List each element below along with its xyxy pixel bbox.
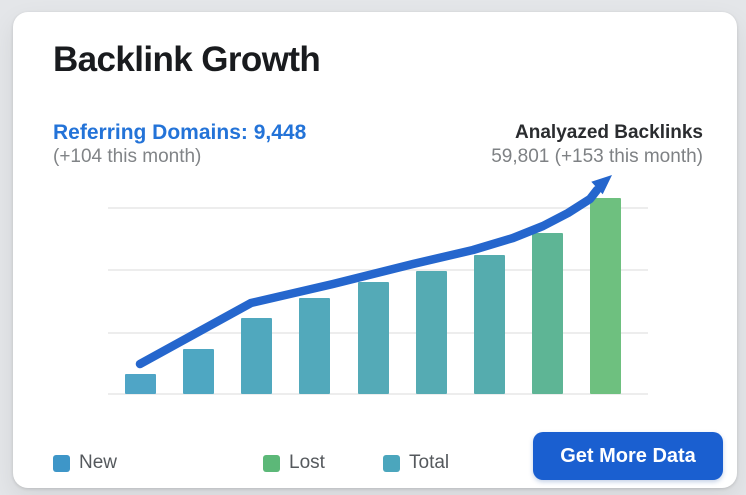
- legend-label-lost: Lost: [289, 452, 325, 473]
- legend-label-total: Total: [409, 452, 450, 473]
- total-series-swatch-icon: [383, 454, 400, 472]
- total-bar-5: [358, 282, 389, 394]
- gridline: [108, 207, 648, 209]
- legend-item-total: Total: [383, 452, 449, 474]
- total-bar-9: [590, 198, 621, 394]
- baseline-gridline: [108, 393, 648, 395]
- total-bar-8: [532, 233, 563, 394]
- chart-legend: New Lost Total: [13, 452, 533, 476]
- new-series-swatch-icon: [53, 454, 70, 472]
- get-more-data-button[interactable]: Get More Data: [533, 432, 723, 480]
- trend-arrow-icon: [135, 175, 612, 369]
- referring-domains-headline: Referring Domains: 9,448: [53, 121, 307, 144]
- referring-domains-subtext: (+104 this month): [53, 146, 202, 168]
- legend-item-new: New: [53, 452, 117, 474]
- legend-item-lost: Lost: [263, 452, 325, 474]
- total-bar-3: [241, 318, 272, 394]
- analyzed-backlinks-subtext: 59,801 (+153 this month): [491, 145, 703, 167]
- analyzed-backlinks-block: Analyazed Backlinks 59,801 (+153 this mo…: [491, 122, 703, 169]
- legend-label-new: New: [79, 452, 118, 473]
- total-bar-7: [474, 255, 505, 394]
- referring-domains-block: Referring Domains: 9,448 (+104 this mont…: [53, 120, 306, 169]
- total-bar-2: [183, 349, 214, 394]
- page-title: Backlink Growth: [53, 40, 321, 79]
- lost-series-swatch-icon: [263, 454, 280, 472]
- total-bar-6: [416, 271, 447, 394]
- total-bar-4: [299, 298, 330, 394]
- total-bar-1: [125, 374, 156, 394]
- backlink-growth-card: Backlink Growth Referring Domains: 9,448…: [13, 12, 737, 488]
- backlink-growth-chart: [108, 175, 648, 395]
- analyzed-backlinks-headline: Analyazed Backlinks: [515, 122, 703, 143]
